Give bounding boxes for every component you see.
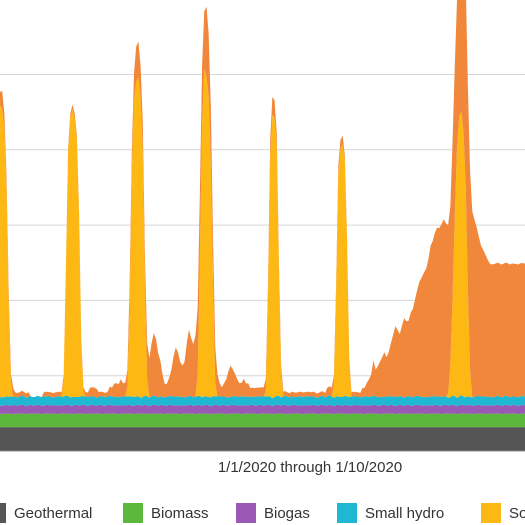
legend-item-small-hydro: Small hydro xyxy=(337,503,444,523)
legend-swatch-solar xyxy=(481,503,501,523)
legend: Geothermal Biomass Biogas Small hydro Solar xyxy=(0,503,525,523)
legend-item-solar: Solar xyxy=(481,503,525,523)
legend-item-geothermal: Geothermal xyxy=(0,503,92,523)
legend-swatch-biogas xyxy=(236,503,256,523)
legend-item-biogas: Biogas xyxy=(236,503,310,523)
series-area-biogas xyxy=(0,404,525,415)
legend-label-small-hydro: Small hydro xyxy=(365,505,444,522)
legend-swatch-geothermal xyxy=(0,503,6,523)
legend-swatch-small-hydro xyxy=(337,503,357,523)
legend-item-biomass: Biomass xyxy=(123,503,209,523)
series-area-wind xyxy=(0,0,525,398)
legend-swatch-biomass xyxy=(123,503,143,523)
legend-label-biomass: Biomass xyxy=(151,505,209,522)
series-area-geothermal xyxy=(0,427,525,451)
legend-label-geothermal: Geothermal xyxy=(14,505,92,522)
series-area-small-hydro xyxy=(0,395,525,407)
legend-label-solar: Solar xyxy=(509,505,525,522)
series-area-solar xyxy=(0,68,525,399)
area-layer xyxy=(0,0,525,451)
x-axis-label: 1/1/2020 through 1/10/2020 xyxy=(218,459,402,476)
series-area-biomass xyxy=(0,413,525,428)
legend-label-biogas: Biogas xyxy=(264,505,310,522)
